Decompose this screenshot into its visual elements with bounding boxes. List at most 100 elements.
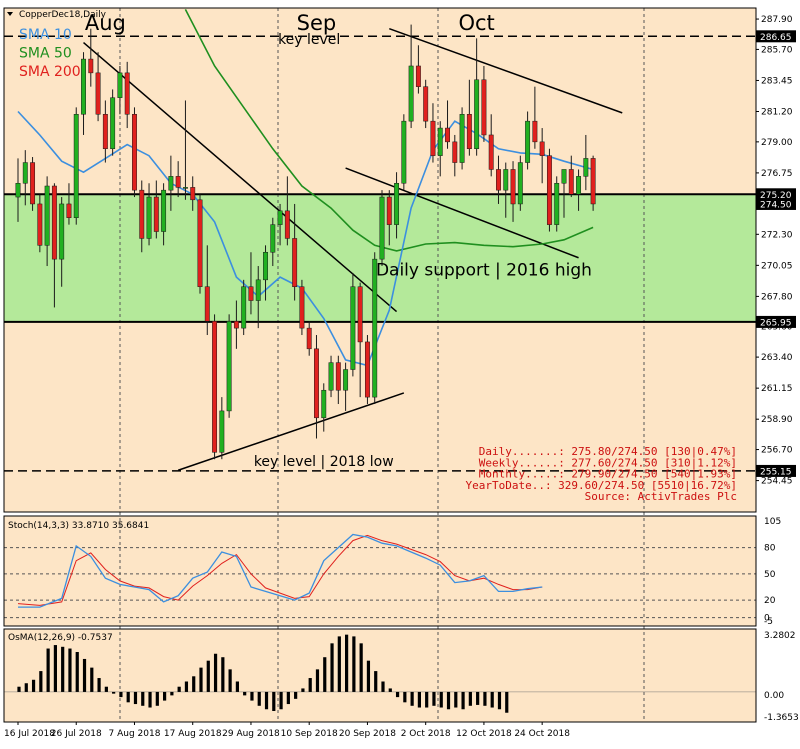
stoch-main-line (18, 533, 543, 608)
candle (30, 162, 36, 205)
candle (219, 410, 225, 453)
date-label: 26 Jul 2018 (51, 729, 102, 739)
price-tick-label: 281.20 (761, 108, 793, 118)
stoch-panel-background (4, 516, 756, 626)
candle (190, 187, 196, 201)
price-tick-label: 258.90 (761, 415, 793, 425)
date-label: 24 Oct 2018 (514, 729, 570, 739)
candle (226, 320, 232, 412)
candle (386, 196, 392, 225)
stoch-label: Stoch(14,3,3) 33.8710 35.6841 (8, 521, 149, 531)
chart-annotation: Daily support | 2016 high (376, 261, 592, 281)
candle (204, 286, 210, 322)
candle (532, 120, 538, 143)
candle (132, 114, 137, 191)
stats-row: Weekly......: 277.60/274.50 [310|1.12%] (479, 456, 737, 469)
candle (233, 320, 239, 329)
price-marker-label: 274.50 (760, 200, 792, 210)
candle (554, 183, 560, 225)
stoch-scale-max: 105 (764, 517, 781, 527)
candle (248, 286, 254, 301)
candle (59, 203, 65, 260)
candle (314, 348, 319, 419)
price-marker-box (756, 464, 796, 477)
price-marker-label: 255.15 (760, 467, 792, 477)
candle (415, 65, 421, 87)
candle (161, 189, 167, 232)
date-label: 20 Sep 2018 (339, 729, 396, 739)
candle (590, 158, 596, 205)
legend-entry: SMA 50 (19, 46, 72, 62)
trendline (345, 167, 579, 259)
price-marker-box (756, 188, 796, 201)
price-marker-label: 265.95 (760, 318, 792, 328)
candle (182, 187, 188, 189)
candle (44, 185, 50, 246)
candle (561, 169, 567, 184)
panel-frame (3, 628, 757, 723)
price-tick-label: 276.75 (761, 169, 793, 179)
candle (474, 79, 480, 150)
candle (379, 196, 385, 260)
candle (212, 320, 218, 453)
price-tick-label: 270.05 (761, 261, 793, 271)
candle (496, 169, 501, 191)
candle (22, 162, 28, 184)
candle (459, 114, 465, 163)
candle (394, 183, 400, 225)
price-tick-label: 263.40 (761, 353, 793, 363)
stoch-level-label: 50 (764, 570, 776, 580)
legend-entry: SMA 200 (19, 64, 81, 80)
candle (539, 141, 545, 156)
candle (15, 183, 21, 198)
osma-min-label: -1.3653 (764, 713, 799, 723)
candle (372, 258, 378, 398)
stoch-level-label: 0 (764, 614, 770, 624)
candle (510, 169, 516, 205)
candle (452, 141, 458, 163)
price-tick-label: 285.70 (761, 45, 793, 55)
candle (263, 251, 268, 281)
stoch-level-label: 20 (764, 596, 776, 606)
candle (197, 199, 203, 287)
date-label: 12 Oct 2018 (456, 729, 512, 739)
panel-frame (3, 515, 757, 627)
candle (168, 176, 174, 191)
osma-label: OsMA(12,26,9) -0.7537 (8, 633, 113, 643)
trendline (83, 41, 398, 313)
candle (81, 58, 86, 115)
candle (139, 189, 145, 239)
candle (350, 286, 356, 370)
legend-entry: SMA 10 (19, 27, 72, 43)
candle (503, 169, 509, 191)
price-tick-label: 272.30 (761, 230, 793, 240)
candle (277, 210, 283, 225)
candle (117, 72, 123, 98)
panel-frame (3, 7, 757, 513)
osma-zero-label: 0.00 (764, 691, 784, 701)
price-marker-label: 286.65 (760, 33, 792, 43)
candle (364, 341, 370, 398)
candle (408, 65, 414, 122)
month-label: Sep (297, 11, 337, 35)
price-marker-box (756, 30, 796, 43)
candle (88, 58, 94, 74)
candle (255, 279, 261, 301)
date-label: 10 Sep 2018 (281, 729, 338, 739)
price-tick-label: 287.90 (761, 15, 793, 25)
date-label: 2 Oct 2018 (401, 729, 451, 739)
candle (146, 196, 152, 239)
price-tick-label: 267.80 (761, 292, 793, 302)
candle (241, 286, 247, 329)
candle (546, 155, 552, 225)
trendline (389, 28, 623, 114)
candle (343, 369, 349, 391)
price-marker-label: 275.20 (760, 191, 792, 201)
candle (66, 203, 72, 218)
candle (284, 210, 290, 239)
date-label: 16 Jul 2018 (4, 729, 55, 739)
candle (306, 327, 312, 350)
osma-max-label: 3.2802 (764, 631, 796, 641)
